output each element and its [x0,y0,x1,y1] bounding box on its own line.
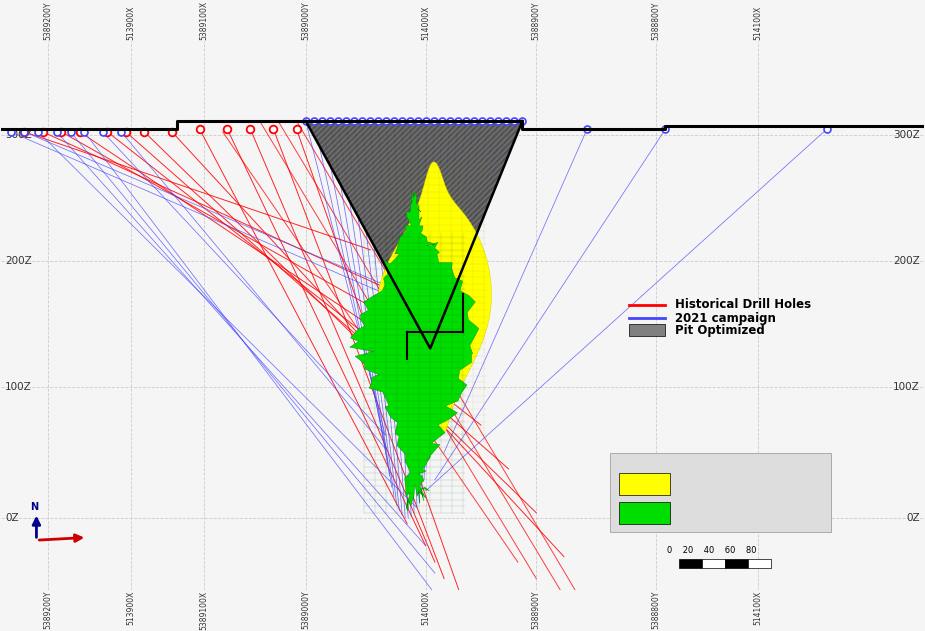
Polygon shape [350,190,479,510]
Text: 200Z: 200Z [894,256,920,266]
Bar [619,473,670,495]
Text: 0    20    40    60    80: 0 20 40 60 80 [667,546,757,555]
Polygon shape [378,162,491,438]
Text: 5388900Y: 5388900Y [532,591,541,629]
Text: 5388900Y: 5388900Y [532,2,541,40]
Text: 200Z: 200Z [5,256,31,266]
Text: 0Z: 0Z [906,513,920,523]
Bar [702,559,725,568]
Bar [748,559,771,568]
Text: INF: INF [682,506,702,519]
Text: 5389000Y: 5389000Y [302,591,310,629]
Text: Historical Drill Holes: Historical Drill Holes [674,298,810,311]
Bar [619,502,670,524]
Text: 2021 campaign: 2021 campaign [674,312,775,325]
Text: 5388800Y: 5388800Y [652,2,660,40]
Bar [679,559,702,568]
Text: 100Z: 100Z [894,382,920,392]
Text: 5389200Y: 5389200Y [43,2,52,40]
Bar [628,324,665,336]
Text: IND: IND [682,478,705,491]
Text: 514100X: 514100X [753,591,762,625]
Text: 5389000Y: 5389000Y [302,2,310,40]
Text: N: N [31,502,39,512]
Text: 100Z: 100Z [5,382,31,392]
Text: CAT: CAT [665,456,689,468]
Bar [610,452,832,532]
Bar [725,559,748,568]
Text: 513900X: 513900X [126,6,135,40]
Polygon shape [306,121,523,348]
Text: 300Z: 300Z [5,129,31,139]
Text: 5389100X: 5389100X [200,591,209,630]
Text: 514000X: 514000X [421,6,430,40]
Text: 514000X: 514000X [421,591,430,625]
Text: Pit Optimized: Pit Optimized [674,324,764,337]
Text: 300Z: 300Z [894,129,920,139]
Text: 514100X: 514100X [753,6,762,40]
Text: 5389200Y: 5389200Y [43,591,52,629]
Text: 0Z: 0Z [5,513,18,523]
Text: 513900X: 513900X [126,591,135,625]
Text: 5388800Y: 5388800Y [652,591,660,629]
Text: 5389100X: 5389100X [200,1,209,40]
